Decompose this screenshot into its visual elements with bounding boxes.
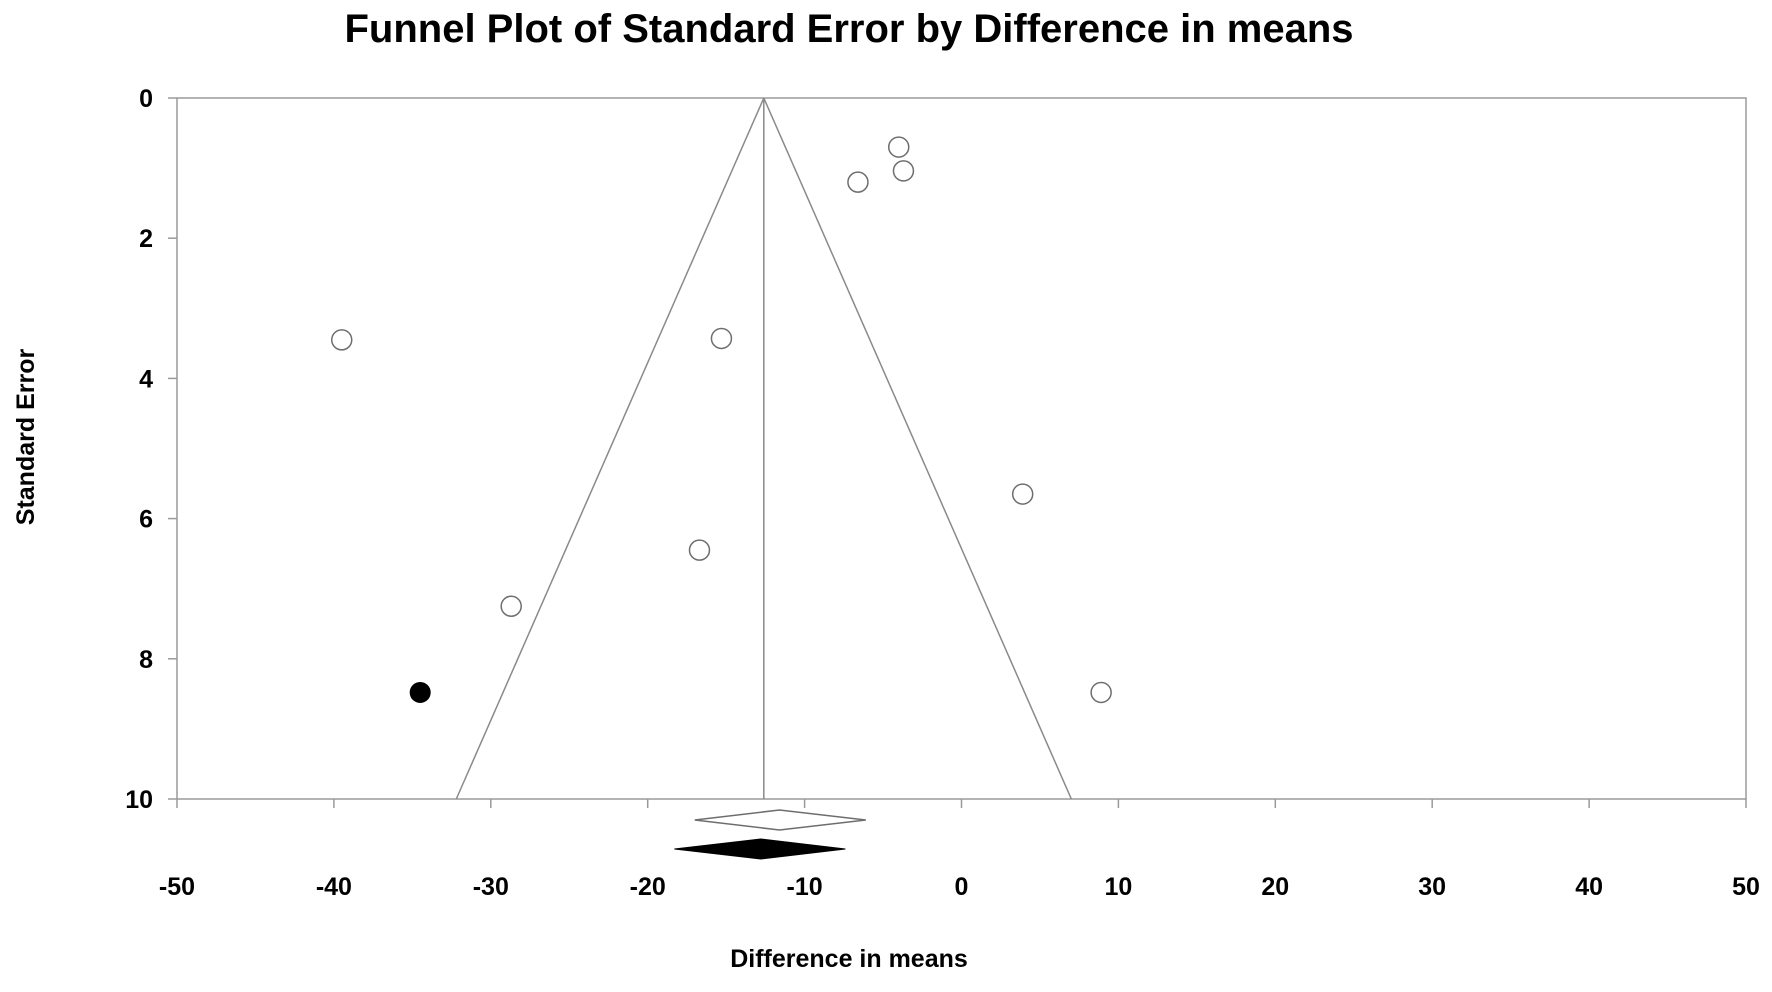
study-point (847, 171, 869, 193)
y-tick-label: 10 (125, 786, 153, 814)
study-point (892, 160, 915, 182)
y-axis-title: Standard Error (12, 349, 40, 526)
x-tick-label: 40 (1575, 873, 1603, 901)
x-axis-title: Difference in means (730, 945, 968, 973)
study-point (1011, 483, 1034, 505)
x-tick-label: 10 (1104, 873, 1132, 901)
filled-study-point (409, 681, 431, 703)
y-tick-label: 8 (139, 646, 153, 674)
study-point (710, 327, 733, 350)
x-tick-label: -10 (787, 873, 823, 901)
study-point (1090, 681, 1112, 704)
x-tick-label: 50 (1732, 873, 1760, 901)
x-tick-label: 20 (1261, 873, 1289, 901)
funnel-right-line (763, 97, 1073, 800)
x-tick-label: 30 (1418, 873, 1446, 901)
study-point (500, 595, 522, 617)
y-tick-label: 4 (139, 365, 153, 393)
x-tick-label: -50 (159, 873, 195, 901)
study-point (688, 539, 711, 561)
y-tick-label: 6 (139, 506, 153, 534)
study-point (887, 136, 910, 158)
x-tick-label: -30 (473, 873, 509, 901)
x-tick-label: -40 (316, 873, 352, 901)
summary-diamond-filled (674, 838, 846, 860)
plot-area: -50 -40 -30 -20 -10 0 10 20 30 40 50 0 2 4 6 8 10 (125, 85, 1760, 901)
x-tick-label: -20 (630, 873, 666, 901)
summary-diamond-open (694, 809, 866, 831)
y-tick-label: 2 (139, 225, 153, 253)
study-point (330, 329, 353, 351)
x-tick-label: 0 (955, 873, 969, 901)
funnel-left-line (455, 97, 765, 800)
chart-title: Funnel Plot of Standard Error by Differe… (344, 7, 1353, 51)
y-tick-label: 0 (139, 85, 153, 113)
